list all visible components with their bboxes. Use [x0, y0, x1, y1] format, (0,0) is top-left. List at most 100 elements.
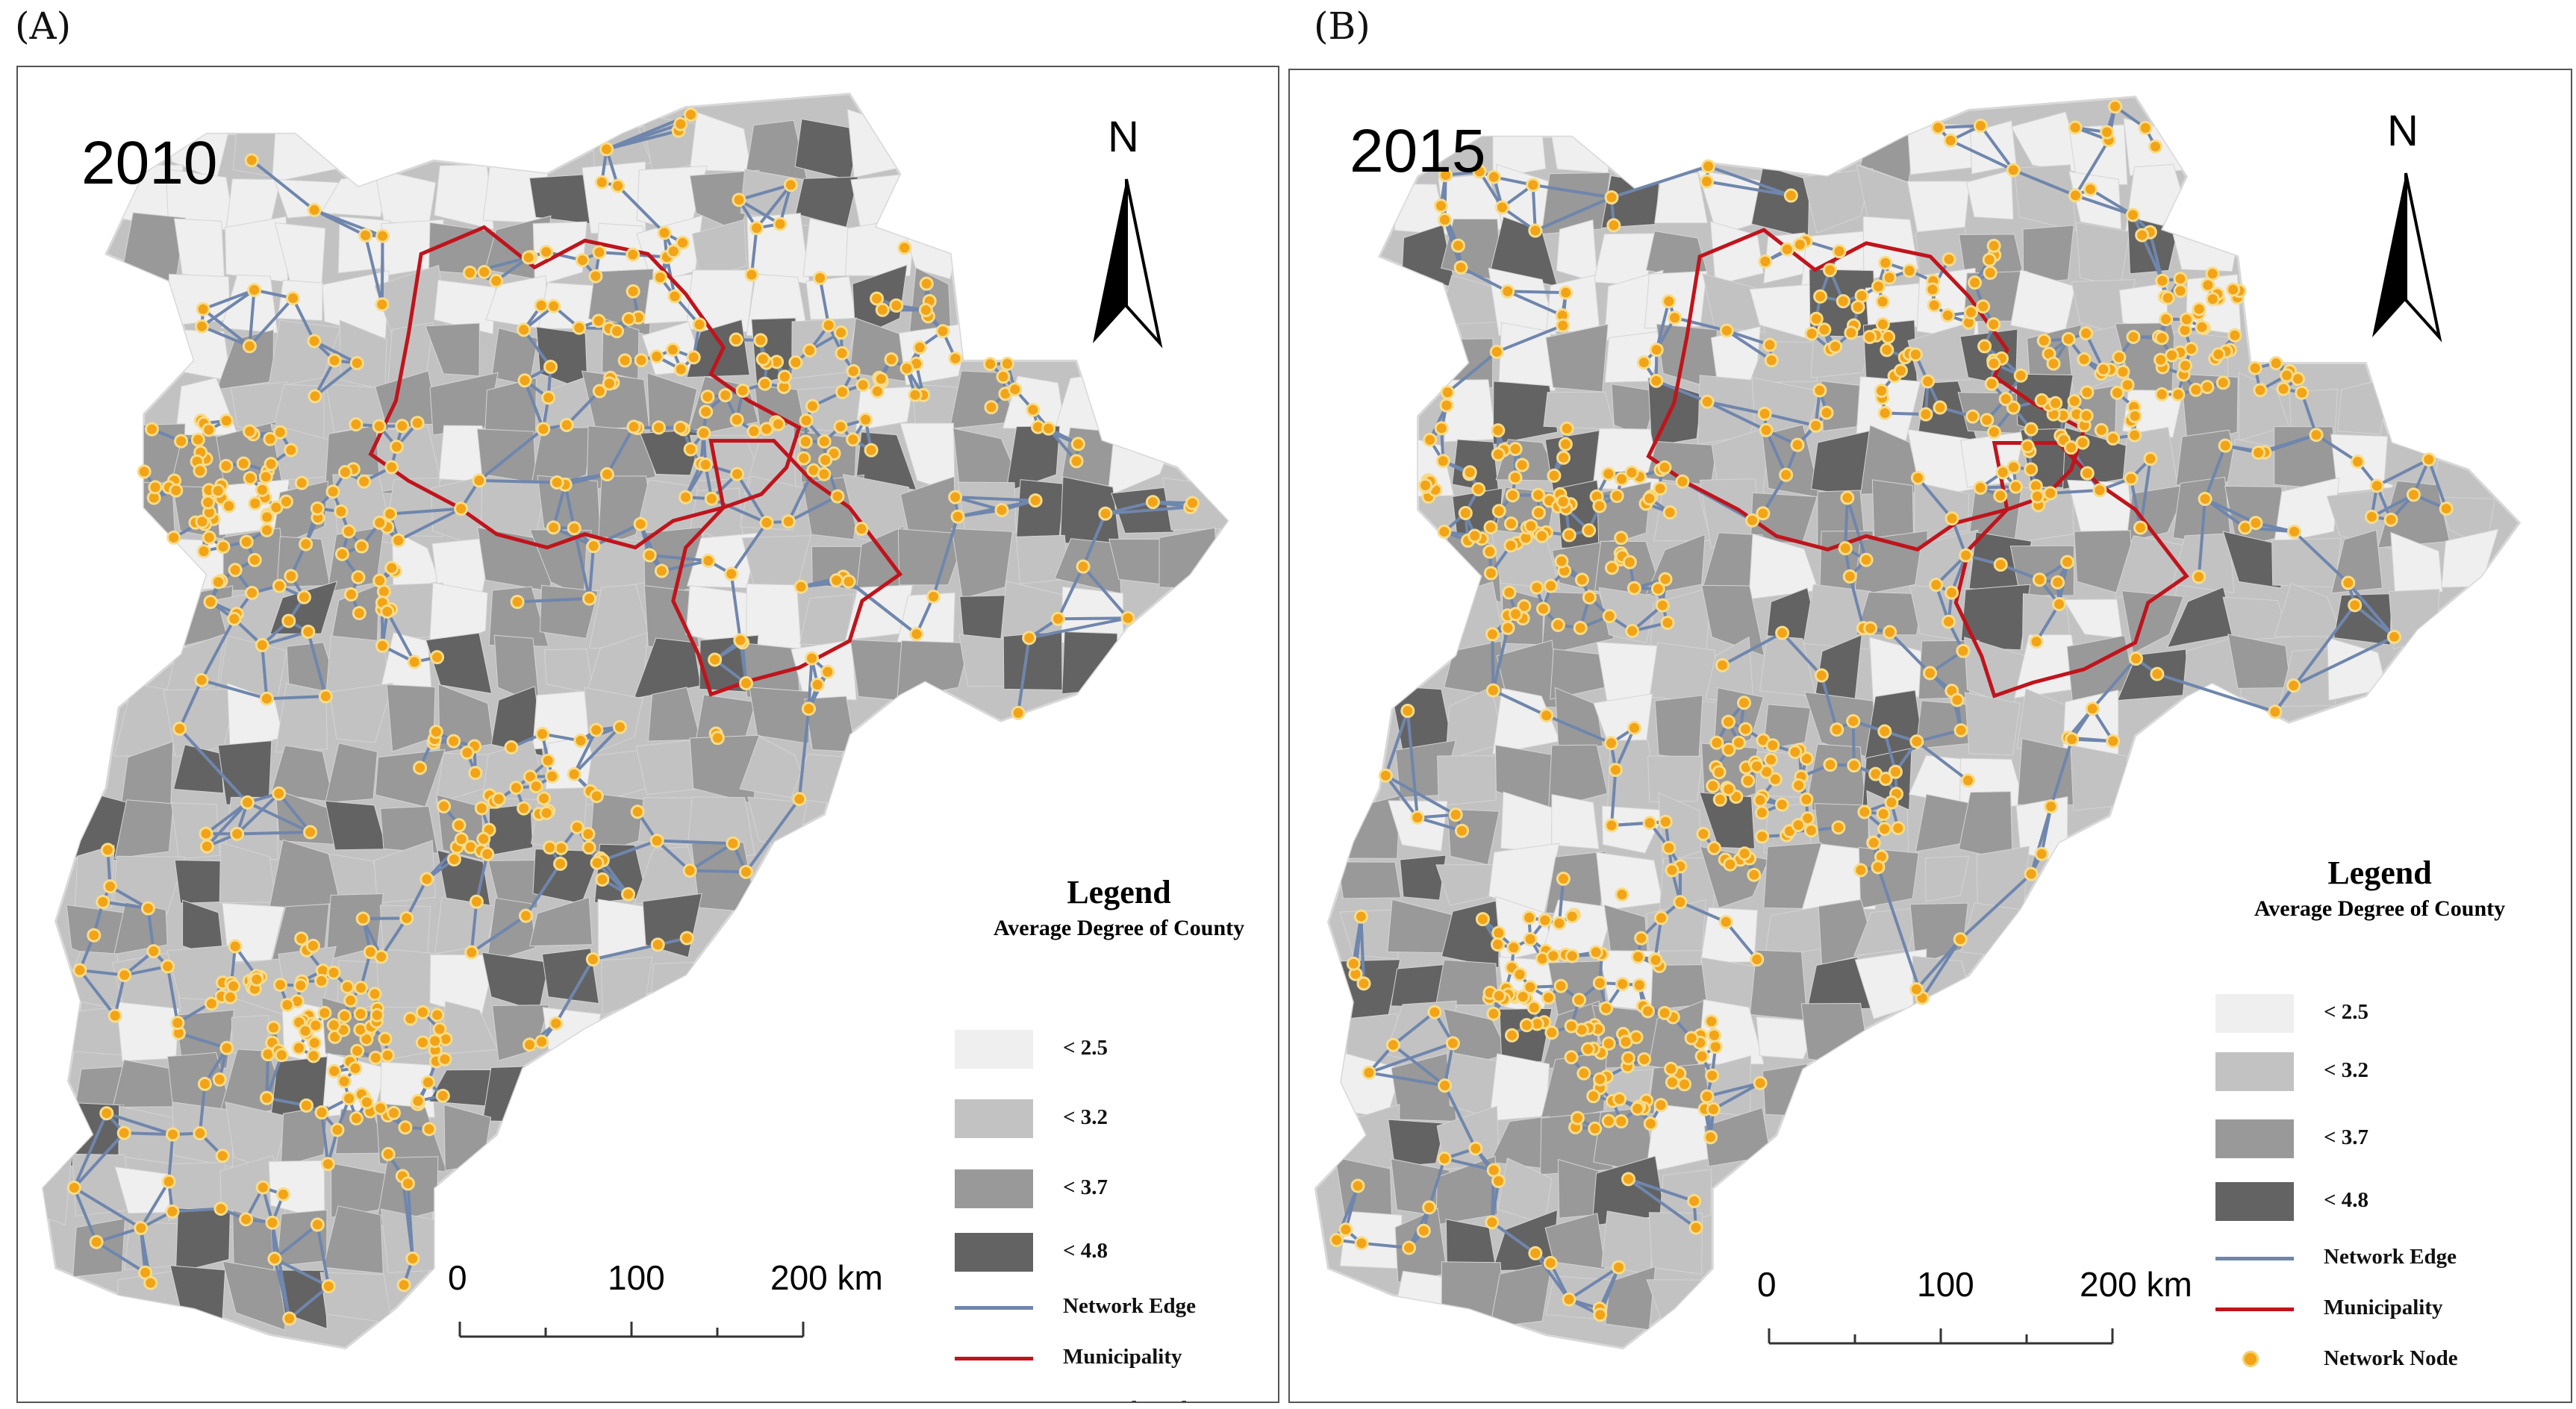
- network-node: [835, 346, 849, 360]
- network-edge: [755, 184, 792, 229]
- network-node: [589, 789, 604, 804]
- network-node: [1526, 178, 1541, 193]
- network-edge: [306, 631, 328, 697]
- network-node: [609, 324, 624, 339]
- network-node: [1550, 617, 1565, 632]
- network-edge: [555, 958, 595, 1025]
- network-node: [1700, 1089, 1715, 1104]
- network-node: [1485, 627, 1500, 642]
- network-edge: [178, 679, 203, 730]
- network-node: [222, 499, 237, 513]
- network-edge: [2300, 392, 2318, 436]
- network-node: [595, 872, 610, 887]
- network-edge: [478, 428, 545, 482]
- network-edge: [265, 1055, 284, 1099]
- network-node: [1986, 317, 2001, 332]
- network-node: [926, 589, 941, 604]
- network-node: [247, 283, 262, 298]
- map-2015: [1314, 96, 2522, 1350]
- network-node: [1529, 580, 1544, 595]
- network-node: [1884, 795, 1899, 810]
- network-node: [546, 520, 561, 535]
- network-node: [1809, 311, 1824, 326]
- network-node: [1454, 823, 1469, 838]
- network-node: [1953, 932, 1968, 947]
- network-node: [999, 356, 1014, 371]
- network-node: [1041, 421, 1056, 436]
- network-node: [1779, 467, 1794, 482]
- network-node: [1662, 505, 1677, 520]
- network-node: [899, 361, 914, 376]
- network-node: [161, 1174, 176, 1189]
- network-node: [1615, 472, 1630, 487]
- network-node: [2043, 486, 2058, 501]
- network-node: [1836, 294, 1850, 309]
- network-node: [875, 302, 890, 317]
- network-node: [1586, 1089, 1601, 1104]
- county-polygon: [1061, 631, 1118, 695]
- network-node: [1877, 724, 1892, 739]
- network-node: [1604, 190, 1619, 204]
- network-node: [1574, 572, 1589, 587]
- network-node: [1783, 188, 1798, 203]
- network-node: [400, 1176, 415, 1191]
- network-node: [1614, 1114, 1629, 1129]
- network-edge: [397, 507, 462, 542]
- network-node: [1866, 835, 1881, 850]
- network-node: [2034, 393, 2049, 407]
- network-node: [543, 359, 558, 374]
- network-node: [1508, 442, 1523, 457]
- network-node: [1604, 818, 1619, 833]
- legend-title: Legend: [2327, 855, 2432, 891]
- network-node: [1677, 1077, 1692, 1092]
- network-node: [2006, 163, 2021, 178]
- network-node: [66, 1181, 81, 1196]
- network-node: [873, 372, 888, 387]
- network-node: [1505, 488, 1520, 503]
- network-node: [726, 836, 740, 851]
- network-edge: [750, 228, 758, 275]
- network-node: [575, 253, 590, 268]
- county-polygon: [172, 744, 225, 794]
- network-node: [1346, 956, 1361, 971]
- network-node: [340, 979, 355, 994]
- network-node: [1696, 826, 1711, 841]
- network-edge: [202, 288, 255, 311]
- network-edge: [1820, 675, 1839, 731]
- network-node: [676, 235, 690, 250]
- network-node: [1508, 607, 1523, 622]
- network-node: [437, 799, 452, 813]
- network-node: [611, 178, 626, 193]
- network-node: [320, 1157, 335, 1172]
- network-edge: [1889, 631, 1931, 675]
- network-node: [1491, 1173, 1506, 1188]
- network-node: [846, 363, 861, 378]
- county-polygon: [1756, 1016, 1820, 1060]
- network-node: [1768, 772, 1783, 787]
- network-edge: [314, 340, 358, 365]
- network-node: [2439, 502, 2454, 516]
- network-node: [1927, 298, 1942, 313]
- network-node: [272, 978, 287, 993]
- network-edge: [552, 484, 567, 528]
- network-node: [272, 425, 287, 440]
- network-node: [698, 457, 713, 472]
- network-node: [739, 676, 754, 691]
- network-node: [1831, 820, 1846, 835]
- network-node: [1945, 511, 1959, 526]
- network-node: [1438, 168, 1453, 183]
- network-node: [1627, 581, 1641, 596]
- network-node: [199, 826, 213, 841]
- network-node: [337, 465, 352, 480]
- scale-tick-200: 200 km: [770, 1258, 883, 1297]
- network-node: [864, 443, 879, 457]
- network-node: [2080, 466, 2095, 481]
- network-node: [1660, 616, 1675, 631]
- network-node: [421, 1075, 436, 1090]
- network-node: [203, 595, 218, 610]
- network-node: [259, 691, 274, 706]
- network-node: [817, 466, 832, 481]
- network-node: [1750, 952, 1765, 967]
- network-edge: [320, 1112, 330, 1165]
- north-letter: N: [2387, 107, 2418, 155]
